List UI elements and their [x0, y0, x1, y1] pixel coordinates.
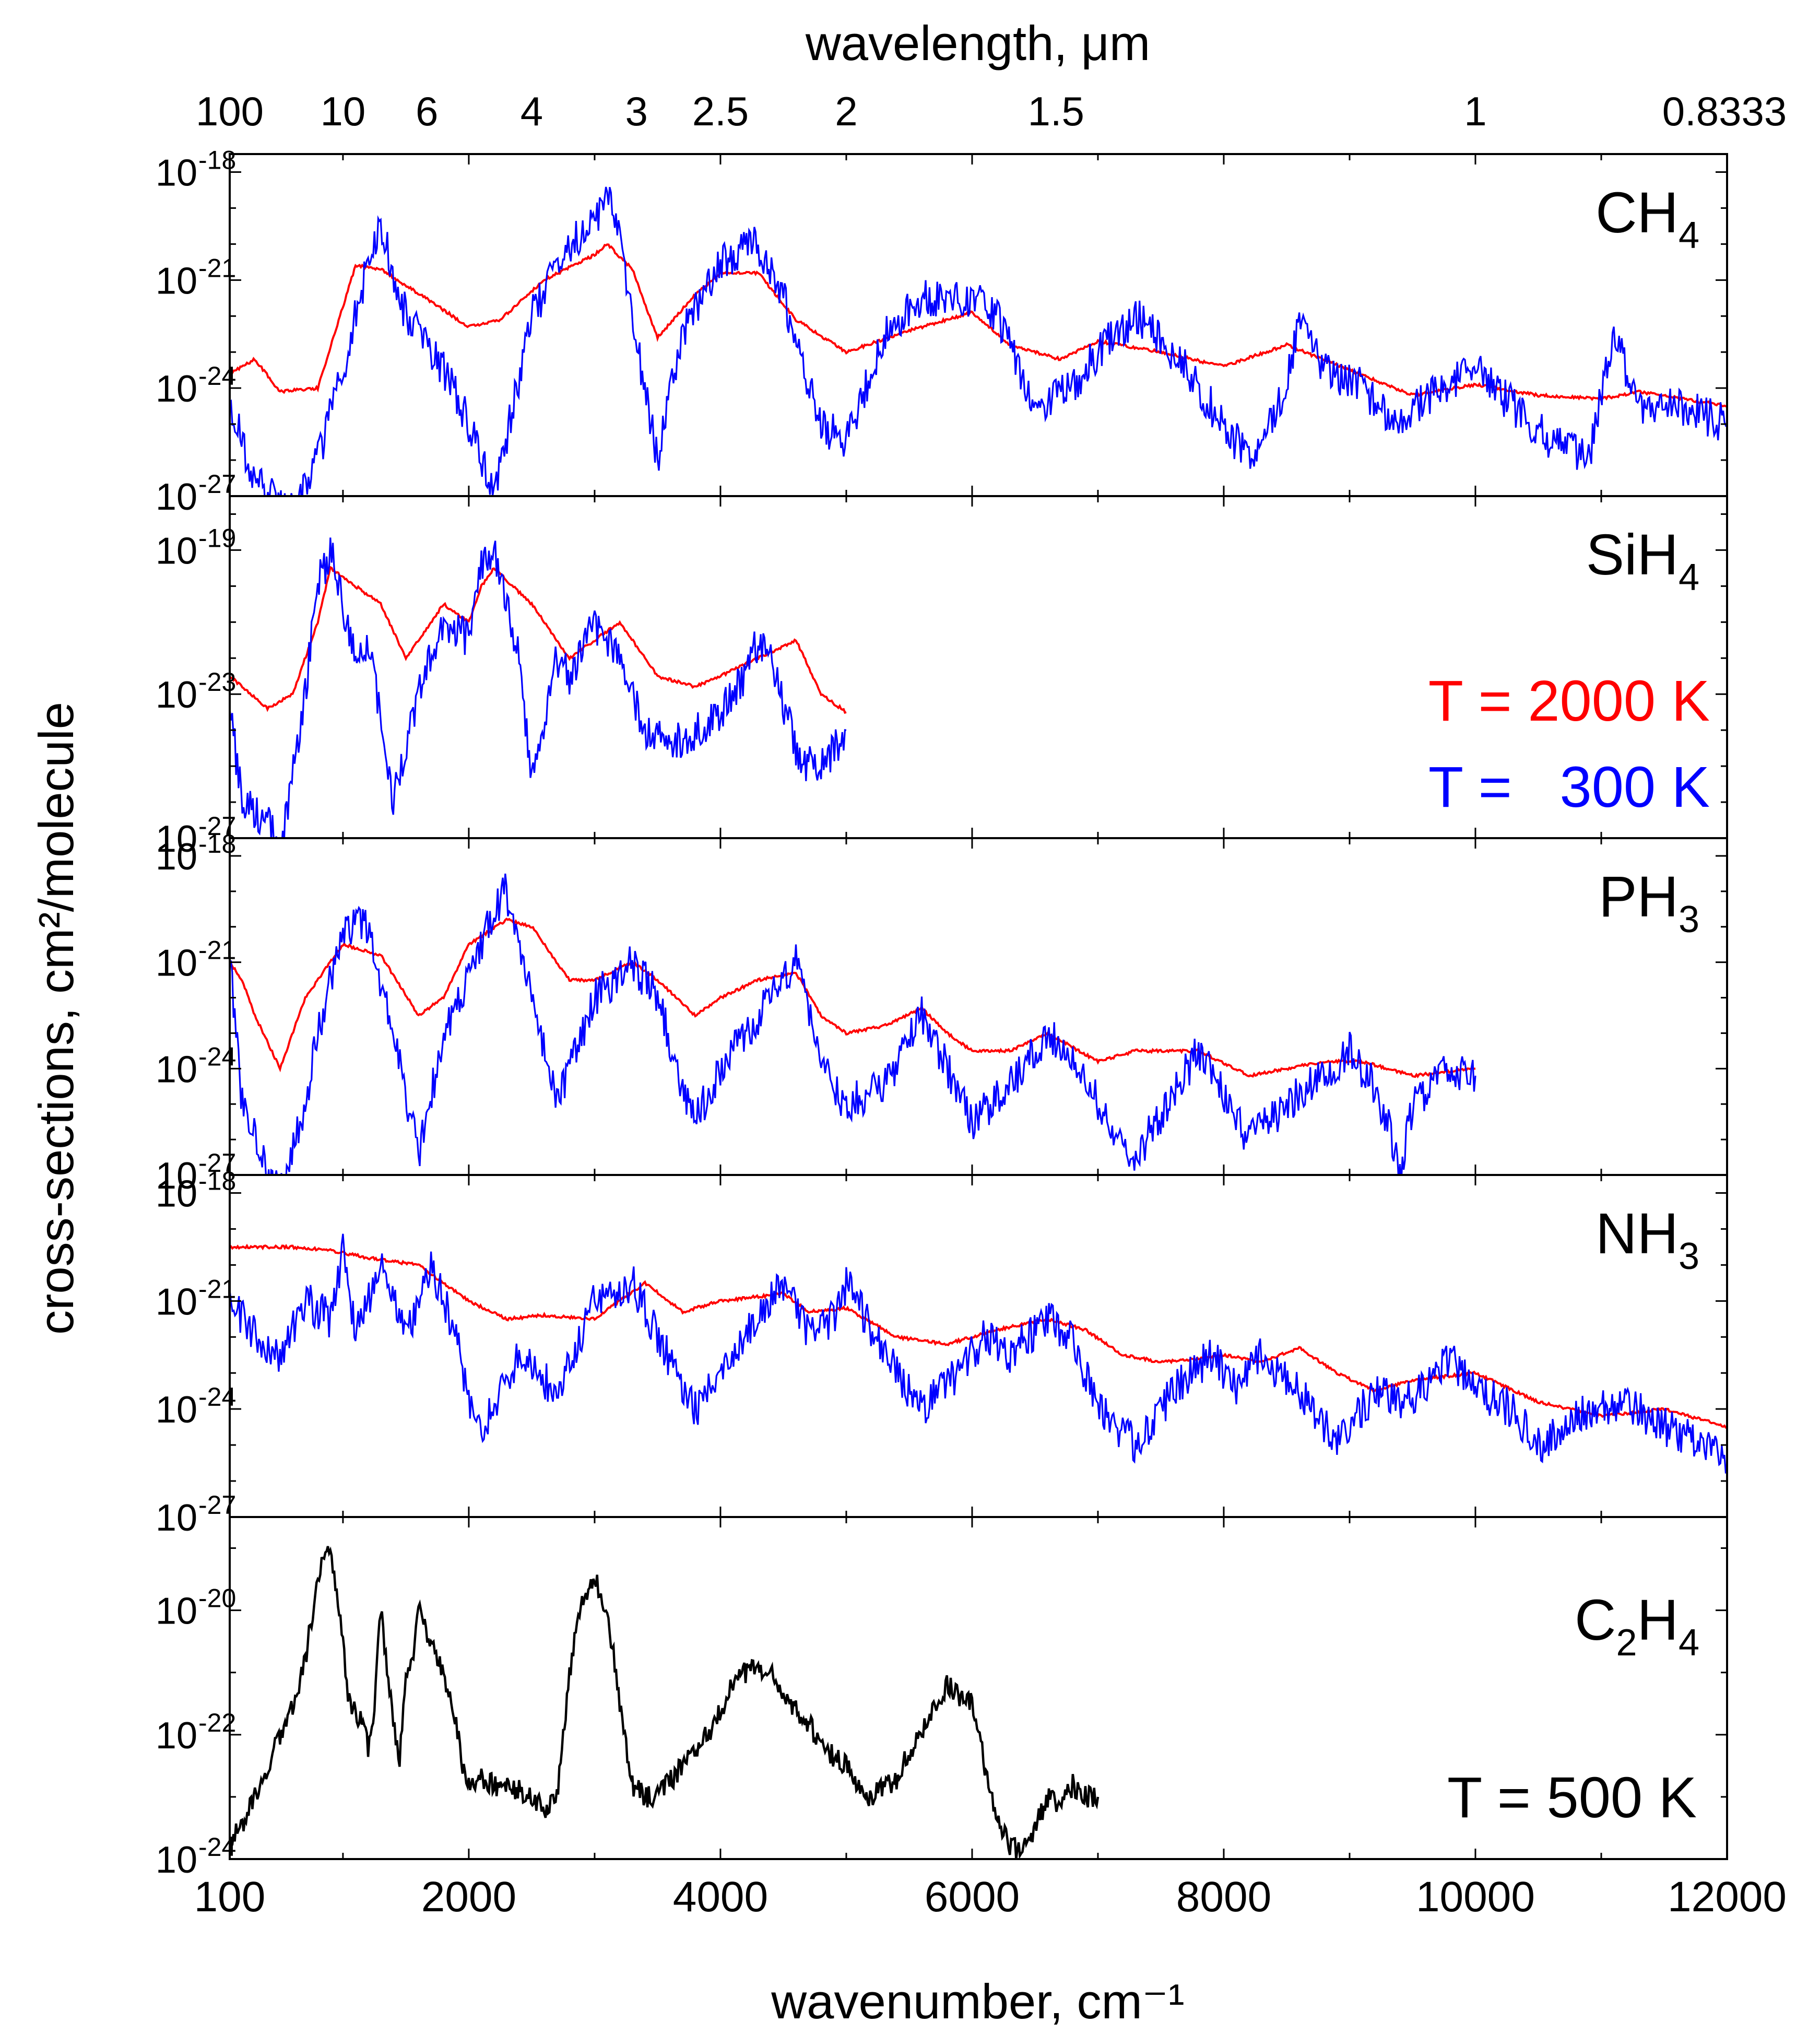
ytick-exponent-CH4: -27: [198, 469, 236, 499]
ytick-label-SiH4: 10: [156, 530, 197, 572]
molecule-label-NH3: NH3: [1596, 1202, 1699, 1277]
legend-300k: T = 300 K: [1428, 755, 1710, 819]
ytick-exponent-NH3: -21: [198, 1274, 236, 1303]
ytick-label-PH3: 10: [156, 836, 197, 878]
panel-frame-C2H4: [229, 1516, 1728, 1860]
top-tick-label: 2: [835, 88, 857, 134]
ytick-exponent-C2H4: -22: [198, 1708, 236, 1737]
panel-frame-CH4: [229, 153, 1728, 497]
ytick-exponent-SiH4: -23: [198, 667, 236, 697]
bottom-axis-ticks: 100 2000 4000 6000 8000 10000 12000: [194, 1873, 1787, 1921]
series-SiH4-2000k: [230, 566, 847, 714]
ytick-label-CH4: 10: [156, 260, 197, 302]
bottom-tick-label: 8000: [1176, 1873, 1271, 1921]
series-NH3-300k: [230, 1233, 1727, 1474]
bottom-axis-title: wavenumber, cm⁻¹: [771, 1974, 1184, 2029]
c2h4-temperature-note: T = 500 K: [1447, 1766, 1697, 1830]
ytick-exponent-CH4: -18: [198, 145, 236, 174]
ytick-exponent-PH3: -24: [198, 1042, 236, 1071]
top-axis-ticks: 100 10 6 4 3 2.5 2 1.5 1 0.8333: [196, 88, 1787, 134]
top-tick-label: 4: [521, 88, 543, 134]
bottom-tick-label: 12000: [1668, 1873, 1787, 1921]
ytick-label-CH4: 10: [156, 368, 197, 410]
series-C2H4-500k: [230, 1546, 1100, 1859]
top-tick-label: 0.8333: [1662, 88, 1787, 134]
ytick-exponent-NH3: -24: [198, 1382, 236, 1412]
panel-frame-NH3: [229, 1174, 1728, 1518]
series-SiH4-300k: [230, 537, 847, 838]
ytick-exponent-CH4: -24: [198, 361, 236, 391]
ytick-label-NH3: 10: [156, 1173, 197, 1215]
ytick-exponent-CH4: -21: [198, 253, 236, 283]
top-tick-label: 2.5: [692, 88, 749, 134]
molecule-label-PH3: PH3: [1599, 865, 1699, 940]
ytick-exponent-C2H4: -20: [198, 1584, 236, 1613]
ytick-label-C2H4: 10: [156, 1839, 197, 1881]
molecule-label-CH4: CH4: [1596, 181, 1699, 256]
ytick-label-C2H4: 10: [156, 1591, 197, 1632]
series-NH3-2000k: [230, 1243, 1727, 1429]
top-tick-label: 10: [321, 88, 366, 134]
bottom-tick-label: 2000: [421, 1873, 516, 1921]
ytick-label-PH3: 10: [156, 1049, 197, 1090]
ytick-label-C2H4: 10: [156, 1715, 197, 1757]
top-tick-label: 1.5: [1027, 88, 1084, 134]
ytick-label-SiH4: 10: [156, 674, 197, 716]
series-PH3-2000k: [230, 918, 1476, 1079]
molecule-label-SiH4: SiH4: [1586, 523, 1699, 598]
molecule-label-C2H4: C2H4: [1575, 1588, 1699, 1664]
bottom-tick-label: 6000: [925, 1873, 1020, 1921]
ytick-exponent-NH3: -27: [198, 1490, 236, 1520]
top-tick-label: 1: [1464, 88, 1486, 134]
series-CH4-300k: [230, 186, 1727, 496]
top-axis-title: wavelength, μm: [805, 16, 1150, 70]
series-CH4-2000k: [230, 243, 1727, 407]
top-tick-label: 100: [196, 88, 264, 134]
ytick-exponent-PH3: -18: [198, 829, 236, 859]
bottom-tick-label: 100: [194, 1873, 266, 1921]
ytick-exponent-PH3: -27: [198, 1148, 236, 1178]
ytick-label-CH4: 10: [156, 476, 197, 518]
top-tick-label: 6: [416, 88, 438, 134]
ytick-label-CH4: 10: [156, 152, 197, 194]
ytick-exponent-SiH4: -19: [198, 523, 236, 552]
ytick-label-NH3: 10: [156, 1497, 197, 1539]
ytick-label-NH3: 10: [156, 1389, 197, 1431]
ytick-exponent-PH3: -21: [198, 936, 236, 965]
ytick-label-SiH4: 10: [156, 818, 197, 860]
bottom-tick-label: 10000: [1416, 1873, 1535, 1921]
series-PH3-300k: [230, 873, 1476, 1175]
legend-2000k: T = 2000 K: [1428, 669, 1710, 733]
ytick-exponent-C2H4: -24: [198, 1832, 236, 1862]
ytick-label-PH3: 10: [156, 1155, 197, 1197]
bottom-tick-label: 4000: [673, 1873, 768, 1921]
ytick-label-PH3: 10: [156, 943, 197, 984]
ytick-label-NH3: 10: [156, 1281, 197, 1323]
ytick-exponent-NH3: -18: [198, 1166, 236, 1195]
ytick-exponent-SiH4: -27: [198, 812, 236, 841]
y-axis-title: cross-sections, cm²/molecule: [29, 702, 84, 1335]
top-tick-label: 3: [625, 88, 647, 134]
